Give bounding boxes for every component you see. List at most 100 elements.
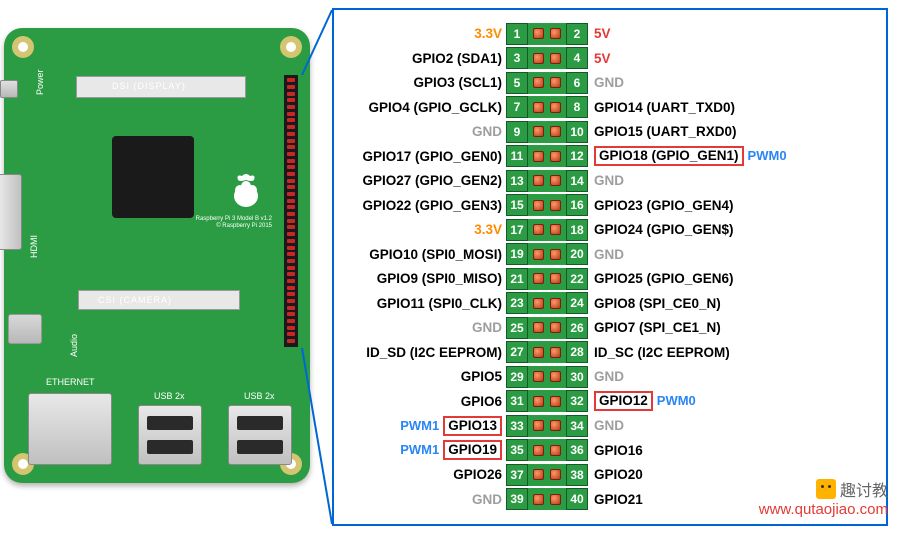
pin-label-left: GPIO10 (SPI0_MOSI): [342, 247, 506, 262]
pin-row: GPIO17 (GPIO_GEN0)1112GPIO18 (GPIO_GEN1)…: [342, 145, 878, 169]
pcb: DSI (DISPLAY) Power Raspberry Pi 3 Model…: [4, 28, 310, 483]
pin-row: GPIO22 (GPIO_GEN3)1516GPIO23 (GPIO_GEN4): [342, 194, 878, 218]
pwm-annotation: PWM0: [748, 148, 787, 163]
pin-label-left: PWM1GPIO13: [342, 416, 506, 436]
pin-header-visual: [528, 488, 566, 510]
pin-row: GND2526GPIO7 (SPI_CE1_N): [342, 316, 878, 340]
pin-number: 31: [506, 390, 528, 412]
hdmi-port: [0, 174, 22, 250]
pwm-annotation: PWM1: [400, 442, 439, 457]
pin-number: 30: [566, 366, 588, 388]
pin-header-visual: [528, 439, 566, 461]
pin-label-right: 5V: [588, 51, 878, 66]
pin-number: 9: [506, 121, 528, 143]
pin-label-left: GPIO27 (GPIO_GEN2): [342, 173, 506, 188]
pin-number: 19: [506, 243, 528, 265]
pin-row: PWM1GPIO133334GND: [342, 414, 878, 438]
pin-header-visual: [528, 243, 566, 265]
pin-number: 29: [506, 366, 528, 388]
usb-label: USB 2x: [244, 391, 275, 401]
pin-label-left: GPIO17 (GPIO_GEN0): [342, 149, 506, 164]
pin-label-left: GPIO22 (GPIO_GEN3): [342, 198, 506, 213]
pin-label-left: GND: [342, 124, 506, 139]
pin-label-right: GND: [588, 418, 878, 433]
pin-number: 8: [566, 96, 588, 118]
pin-row: 3.3V125V: [342, 22, 878, 46]
pin-number: 13: [506, 170, 528, 192]
gpio-header: [284, 75, 298, 347]
pin-row: GPIO2 (SDA1)345V: [342, 47, 878, 71]
pin-label-left: GPIO2 (SDA1): [342, 51, 506, 66]
pin-label-left: GPIO6: [342, 394, 506, 409]
usb-port-1: [138, 405, 202, 465]
pin-number: 26: [566, 317, 588, 339]
ethernet-port: [28, 393, 112, 465]
pin-header-visual: [528, 145, 566, 167]
pin-label-right: GPIO14 (UART_TXD0): [588, 100, 878, 115]
pin-row: GPIO27 (GPIO_GEN2)1314GND: [342, 169, 878, 193]
micro-usb-power: [0, 80, 18, 98]
watermark-title: 趣讨教: [840, 477, 888, 501]
pin-header-visual: [528, 170, 566, 192]
pin-label-left: GPIO11 (SPI0_CLK): [342, 296, 506, 311]
mount-hole: [12, 36, 34, 58]
pin-row: GPIO4 (GPIO_GCLK)78GPIO14 (UART_TXD0): [342, 96, 878, 120]
pin-number: 35: [506, 439, 528, 461]
pin-label-left: GPIO5: [342, 369, 506, 384]
pin-number: 24: [566, 292, 588, 314]
pin-label-left: GPIO26: [342, 467, 506, 482]
pin-number: 21: [506, 268, 528, 290]
pin-header-visual: [528, 194, 566, 216]
pin-header-visual: [528, 96, 566, 118]
watermark: 趣讨教 www.qutaojiao.com: [759, 477, 888, 518]
pin-label-left: GPIO9 (SPI0_MISO): [342, 271, 506, 286]
pin-number: 14: [566, 170, 588, 192]
pin-label-left: PWM1GPIO19: [342, 440, 506, 460]
pin-header-visual: [528, 341, 566, 363]
pin-number: 6: [566, 72, 588, 94]
pin-number: 38: [566, 464, 588, 486]
pin-header-visual: [528, 464, 566, 486]
pin-number: 5: [506, 72, 528, 94]
pin-number: 3: [506, 47, 528, 69]
pin-label-left: 3.3V: [342, 26, 506, 41]
pin-row: PWM1GPIO193536GPIO16: [342, 439, 878, 463]
pin-number: 16: [566, 194, 588, 216]
usb-label: USB 2x: [154, 391, 185, 401]
pin-label-right: ID_SC (I2C EEPROM): [588, 345, 878, 360]
pin-row: GPIO529 30GND: [342, 365, 878, 389]
csi-label: CSI (CAMERA): [98, 295, 172, 305]
pin-header-visual: [528, 292, 566, 314]
pin-number: 33: [506, 415, 528, 437]
ethernet-label: ETHERNET: [46, 377, 95, 387]
pin-label-right: GPIO18 (GPIO_GEN1)PWM0: [588, 146, 878, 166]
pin-header-visual: [528, 268, 566, 290]
pin-number: 22: [566, 268, 588, 290]
pwm-annotation: PWM0: [657, 393, 696, 408]
pin-row: GPIO9 (SPI0_MISO)2122GPIO25 (GPIO_GEN6): [342, 267, 878, 291]
hdmi-label: HDMI: [29, 235, 39, 258]
pin-label-right: GND: [588, 369, 878, 384]
pin-label-left: ID_SD (I2C EEPROM): [342, 345, 506, 360]
pin-number: 1: [506, 23, 528, 45]
pin-label-left: GPIO3 (SCL1): [342, 75, 506, 90]
pin-row: GPIO63132GPIO12PWM0: [342, 390, 878, 414]
audio-jack: [8, 314, 42, 344]
pin-label-left: GND: [342, 492, 506, 507]
pin-number: 25: [506, 317, 528, 339]
pin-number: 18: [566, 219, 588, 241]
pin-label-left: GPIO4 (GPIO_GCLK): [342, 100, 506, 115]
pin-number: 23: [506, 292, 528, 314]
pin-row: ID_SD (I2C EEPROM)2728ID_SC (I2C EEPROM): [342, 341, 878, 365]
pin-number: 20: [566, 243, 588, 265]
pin-number: 17: [506, 219, 528, 241]
watermark-url: www.qutaojiao.com: [759, 501, 888, 518]
pin-label-right: 5V: [588, 26, 878, 41]
pin-number: 37: [506, 464, 528, 486]
pin-number: 32: [566, 390, 588, 412]
usb-port-2: [228, 405, 292, 465]
power-label: Power: [35, 69, 45, 95]
pinout-table: 3.3V125VGPIO2 (SDA1)345VGPIO3 (SCL1)56GN…: [342, 22, 878, 511]
board-model-text: Raspberry Pi 3 Model B v1.2 © Raspberry …: [196, 216, 272, 230]
pin-label-right: GND: [588, 75, 878, 90]
